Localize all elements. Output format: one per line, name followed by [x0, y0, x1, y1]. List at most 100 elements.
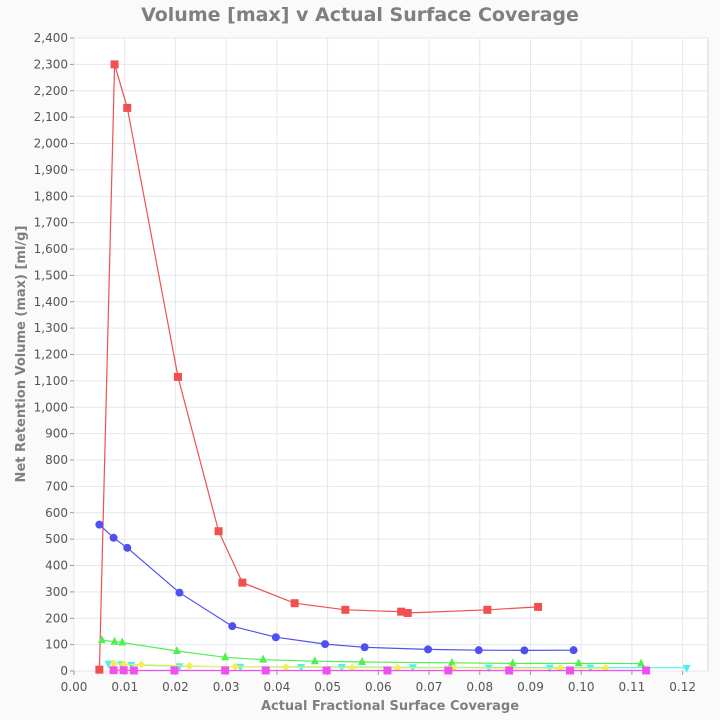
grid: [73, 37, 708, 672]
series-3: [97, 635, 646, 667]
data-point: [228, 622, 237, 631]
y-tick-label: 600: [45, 506, 68, 520]
data-point: [508, 658, 517, 667]
data-point: [185, 661, 194, 670]
data-point: [119, 666, 128, 675]
data-point: [574, 658, 583, 667]
data-point: [95, 520, 104, 529]
data-point: [271, 633, 280, 642]
y-tick-label: 0: [60, 664, 68, 678]
x-tick-label: 0.10: [568, 680, 595, 694]
y-tick-label: 1,000: [34, 400, 68, 414]
y-tick-label: 1,300: [34, 321, 68, 335]
data-point: [173, 372, 182, 381]
y-tick-label: 200: [45, 611, 68, 625]
x-tick-label: 0.04: [264, 680, 291, 694]
y-tick-label: 2,000: [34, 137, 68, 151]
data-point: [322, 666, 331, 675]
data-point: [321, 640, 330, 649]
y-axis-label: Net Retention Volume (max) [ml/g]: [14, 226, 29, 483]
data-point: [397, 607, 406, 616]
data-point: [505, 666, 514, 675]
data-point: [231, 662, 240, 671]
y-tick-label: 1,700: [34, 216, 68, 230]
y-tick-label: 2,400: [34, 31, 68, 45]
data-point: [403, 608, 412, 617]
y-tick-label: 1,200: [34, 348, 68, 362]
series-6: [109, 666, 651, 675]
data-point: [137, 660, 146, 669]
data-point: [358, 657, 367, 666]
data-point: [129, 666, 138, 675]
data-point: [566, 666, 575, 675]
data-point: [97, 635, 106, 644]
data-point: [569, 646, 578, 655]
data-point: [383, 666, 392, 675]
series-2: [95, 520, 578, 655]
x-axis-label: Actual Fractional Surface Coverage: [261, 699, 519, 714]
y-tick-label: 1,400: [34, 295, 68, 309]
chart-title: Volume [max] v Actual Surface Coverage: [141, 4, 579, 26]
y-tick-label: 2,300: [34, 57, 68, 71]
y-tick-label: 900: [45, 427, 68, 441]
y-tick-label: 1,500: [34, 268, 68, 282]
data-point: [110, 60, 119, 69]
y-tick-label: 300: [45, 585, 68, 599]
data-point: [341, 605, 350, 614]
data-point: [123, 543, 132, 552]
data-point: [637, 658, 646, 667]
data-point: [483, 605, 492, 614]
x-tick-label: 0.01: [111, 680, 138, 694]
data-point: [444, 666, 453, 675]
data-point: [109, 533, 118, 542]
x-tick-label: 0.09: [517, 680, 544, 694]
data-point: [172, 645, 181, 654]
data-point: [175, 588, 184, 597]
x-tick-label: 0.00: [61, 680, 88, 694]
y-tick-label: 1,800: [34, 189, 68, 203]
data-point: [95, 665, 104, 674]
data-point: [642, 666, 651, 675]
series-1-line: [98, 64, 539, 670]
data-point: [310, 656, 319, 665]
y-tick-label: 800: [45, 453, 68, 467]
data-point: [261, 666, 270, 675]
data-point: [447, 657, 456, 666]
data-point: [118, 637, 127, 646]
data-point: [520, 646, 529, 655]
data-point: [360, 643, 369, 652]
x-tick-label: 0.02: [162, 680, 189, 694]
x-tick-label: 0.05: [314, 680, 341, 694]
data-point: [534, 602, 543, 611]
data-point: [110, 636, 119, 645]
y-tick-label: 100: [45, 638, 68, 652]
data-point: [682, 664, 691, 673]
data-point: [393, 663, 402, 672]
y-tick-label: 500: [45, 532, 68, 546]
y-axis-ticks: 0 100 200 300 400 500 600 700 800 900 1,000 1,100 1,…: [34, 31, 74, 678]
data-point: [236, 663, 245, 672]
y-tick-label: 2,100: [34, 110, 68, 124]
y-tick-label: 1,100: [34, 374, 68, 388]
data-point: [221, 666, 230, 675]
data-point: [109, 666, 118, 675]
data-point: [297, 664, 306, 673]
series-group: [95, 60, 691, 675]
x-tick-label: 0.11: [619, 680, 646, 694]
y-tick-label: 2,200: [34, 84, 68, 98]
series-1: [95, 60, 543, 674]
x-tick-label: 0.08: [466, 680, 493, 694]
data-point: [238, 578, 247, 587]
data-point: [347, 663, 356, 672]
data-point: [290, 599, 299, 608]
data-point: [259, 654, 268, 663]
y-tick-label: 1,900: [34, 163, 68, 177]
x-tick-label: 0.07: [416, 680, 443, 694]
y-tick-label: 1,600: [34, 242, 68, 256]
x-tick-label: 0.06: [365, 680, 392, 694]
x-axis-ticks: 0.00 0.01 0.02 0.03 0.04 0.05 0.06 0.07 0.08 0.09…: [61, 671, 696, 694]
data-point: [221, 652, 230, 661]
y-tick-label: 700: [45, 479, 68, 493]
data-point: [214, 527, 223, 536]
data-point: [109, 659, 118, 668]
